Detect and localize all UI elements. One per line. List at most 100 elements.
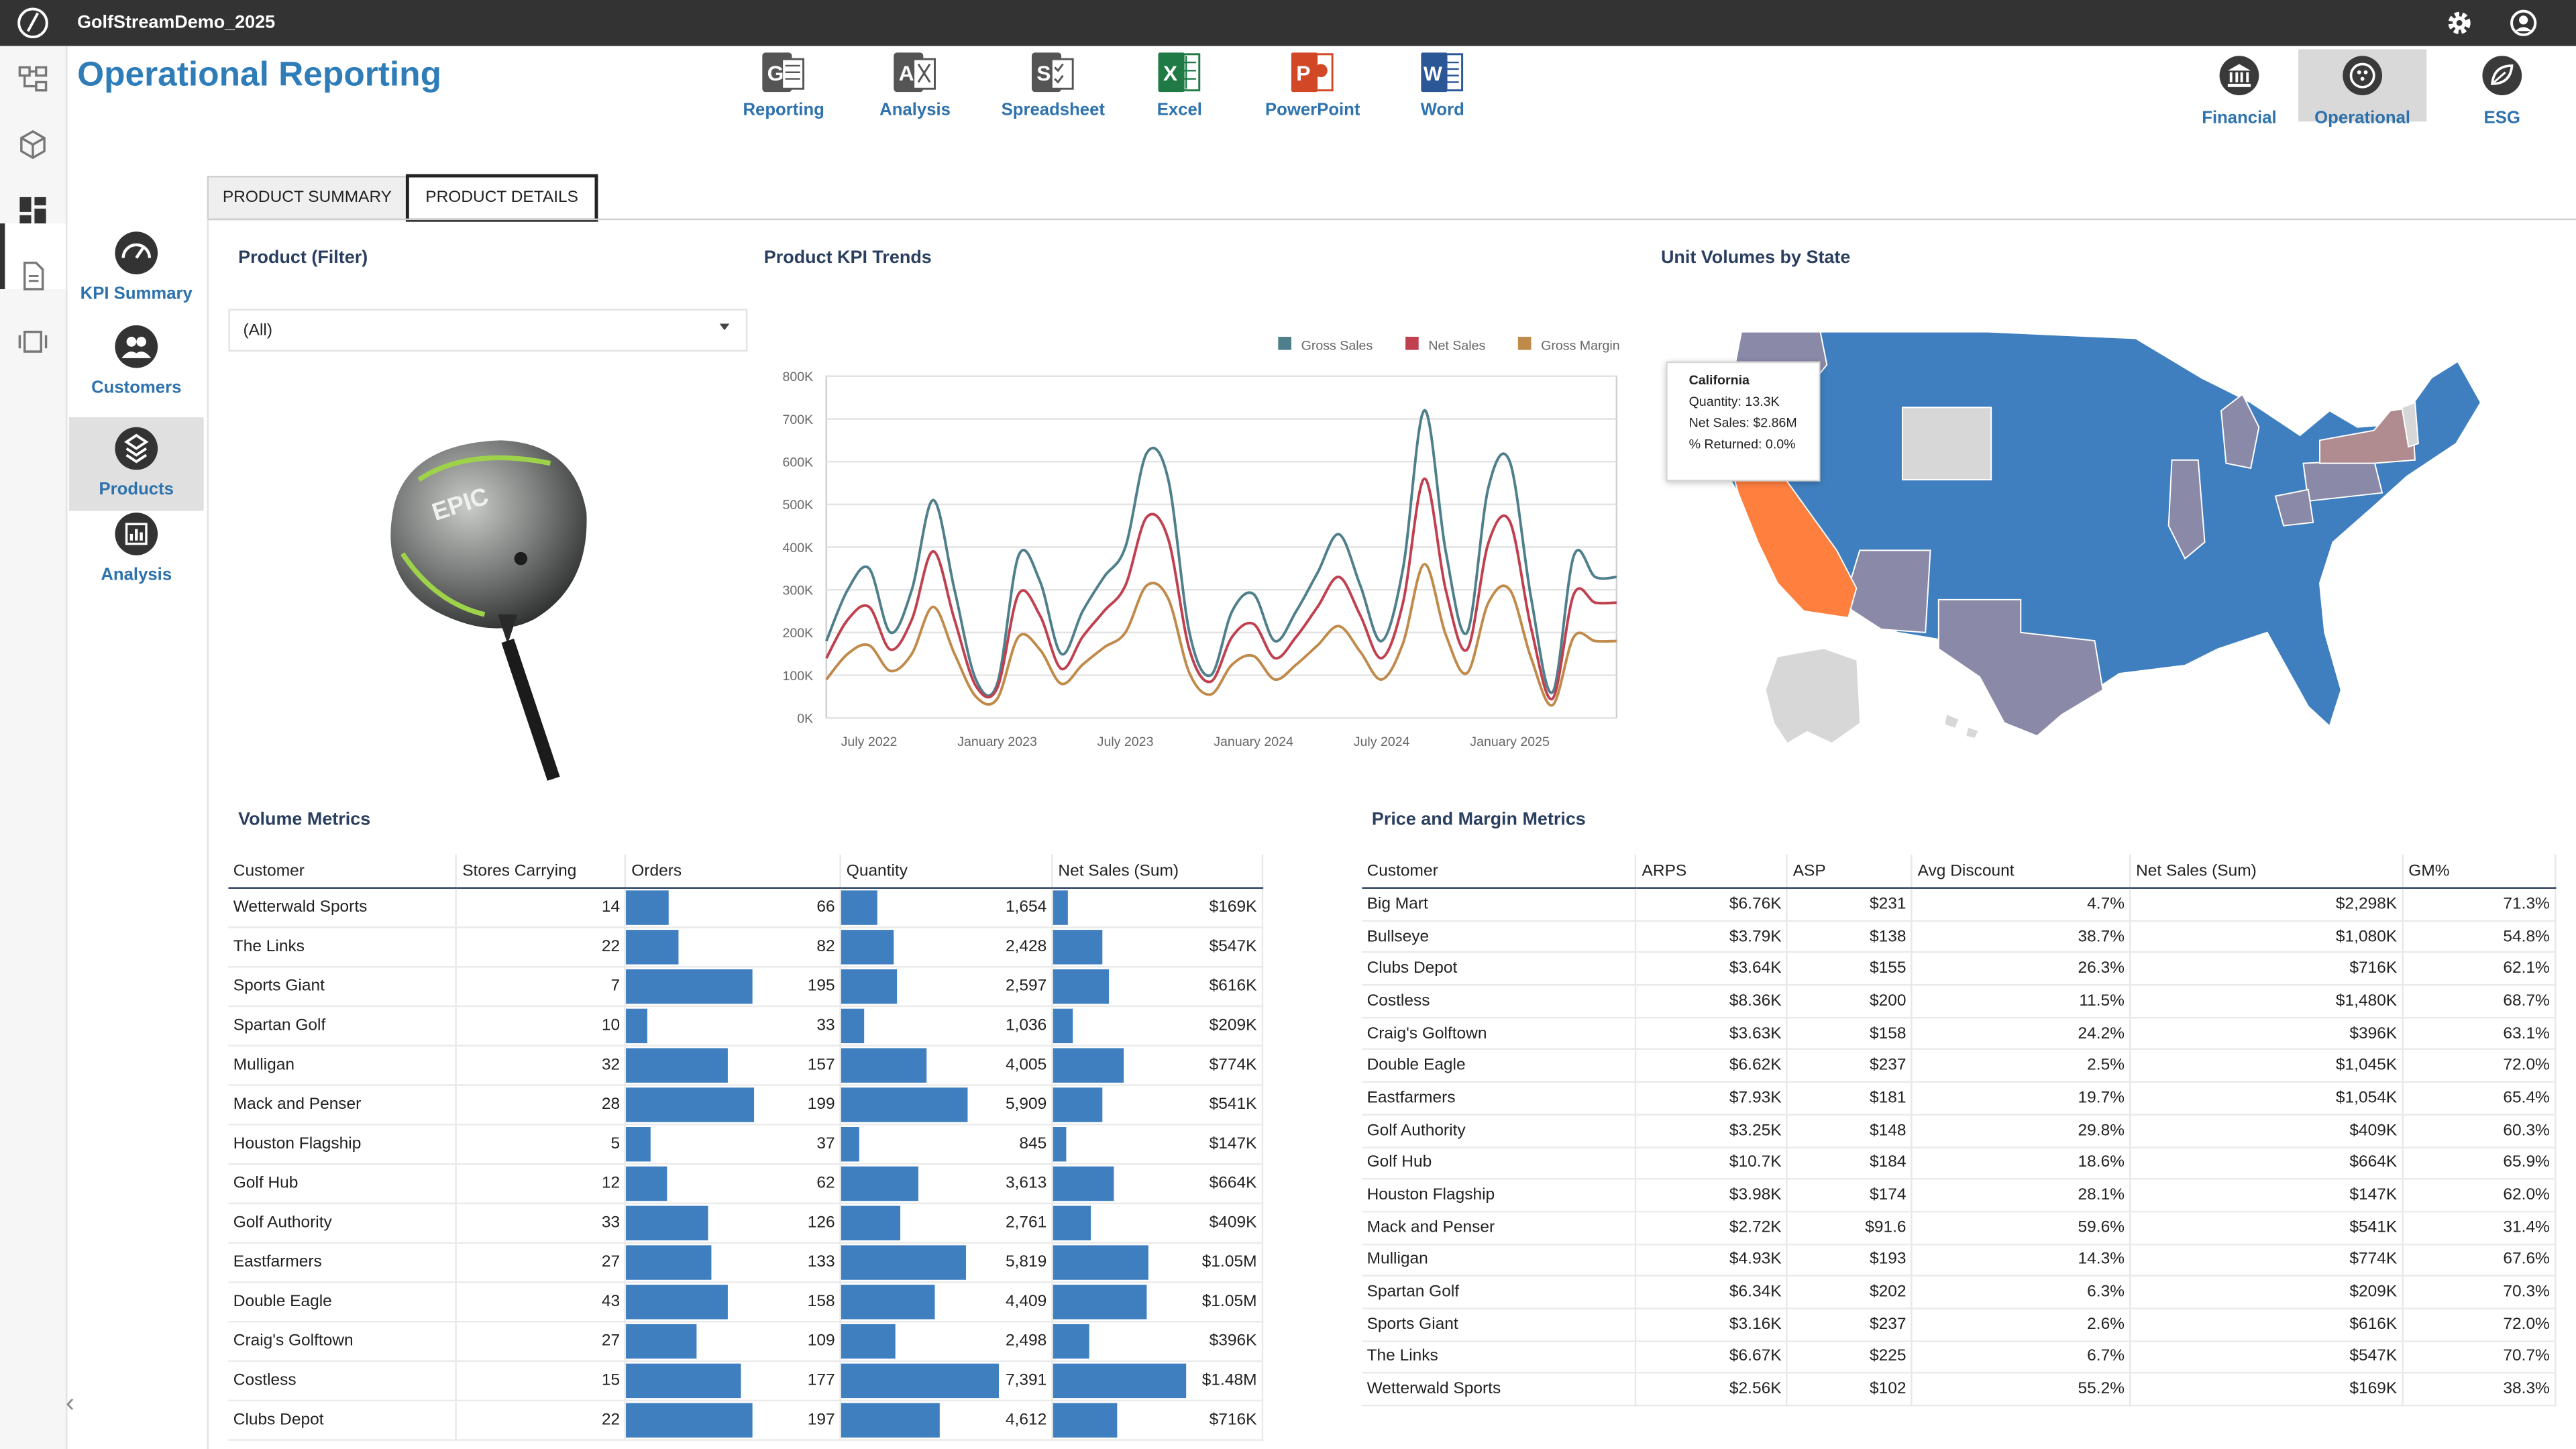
- cell-gm-pct: 62.0%: [2402, 1179, 2557, 1213]
- table-row[interactable]: Spartan Golf $6.34K $202 6.3% $209K 70.3%: [1362, 1276, 2557, 1309]
- table-row[interactable]: Eastfarmers $7.93K $181 19.7% $1,054K 65.4%: [1362, 1081, 2557, 1116]
- state-arizona[interactable]: [1842, 549, 1931, 633]
- net-sales-bar: [1053, 1285, 1148, 1320]
- quantity-bar: [841, 1403, 940, 1438]
- export-word-button[interactable]: W Word: [1385, 49, 1500, 123]
- table-row[interactable]: Craig's Golftown 27 109 2,498 $396K: [228, 1322, 1264, 1362]
- settings-gear-icon[interactable]: [2445, 8, 2474, 38]
- cell-asp: $237: [1787, 1308, 1913, 1342]
- kpi-trend-chart[interactable]: 0K 100K 200K 300K 400K 500K 600K 700K 800K July 2…: [756, 321, 1627, 764]
- nav-products[interactable]: Products: [68, 417, 204, 511]
- table-row[interactable]: Golf Hub $10.7K $184 18.6% $664K 65.9%: [1362, 1146, 2557, 1180]
- state-michigan[interactable]: [2220, 393, 2260, 470]
- quantity-bar: [841, 1245, 966, 1280]
- document-icon[interactable]: [16, 260, 49, 292]
- table-row[interactable]: Bullseye $3.79K $138 38.7% $1,080K 54.8%: [1362, 920, 2557, 954]
- table-row[interactable]: The Links $6.67K $225 6.7% $547K 70.7%: [1362, 1340, 2557, 1375]
- table-row[interactable]: Clubs Depot $3.64K $155 26.3% $716K 62.1%: [1362, 953, 2557, 986]
- state-illinois[interactable]: [2167, 459, 2206, 560]
- table-row[interactable]: Clubs Depot 22 197 4,612 $716K: [228, 1400, 1264, 1441]
- cell-asp: $91.6: [1787, 1211, 1913, 1245]
- nav-operational-button[interactable]: Operational: [2298, 49, 2427, 128]
- nav-kpi-summary[interactable]: KPI Summary: [69, 230, 204, 324]
- state-alaska[interactable]: [1766, 649, 1860, 743]
- table-row[interactable]: Golf Authority 33 126 2,761 $409K: [228, 1203, 1264, 1244]
- table-row[interactable]: Costless 15 177 7,391 $1.48M: [228, 1360, 1264, 1401]
- cell-quantity: 2,597: [841, 967, 1054, 1008]
- export-excel-button[interactable]: X Excel: [1122, 49, 1237, 123]
- nav-analysis[interactable]: Analysis: [69, 511, 204, 605]
- nav-esg-label: ESG: [2483, 108, 2520, 129]
- table-row[interactable]: Wetterwald Sports 14 66 1,654 $169K: [228, 888, 1264, 928]
- cell-orders: 82: [625, 927, 842, 968]
- nav-financial-button[interactable]: Financial: [2175, 49, 2303, 128]
- state-texas[interactable]: [1937, 598, 2104, 737]
- nav-esg-button[interactable]: ESG: [2438, 49, 2566, 128]
- table-row[interactable]: Costless $8.36K $200 11.5% $1,480K 68.7%: [1362, 985, 2557, 1018]
- table-row[interactable]: Houston Flagship 5 37 845 $147K: [228, 1124, 1264, 1165]
- table-row[interactable]: Wetterwald Sports $2.56K $102 55.2% $169K 38.…: [1362, 1373, 2557, 1407]
- cell-customer: Golf Hub: [228, 1164, 458, 1205]
- left-rail: [0, 46, 68, 1449]
- col-asp[interactable]: ASP: [1787, 854, 1913, 889]
- col-stores-carrying[interactable]: Stores Carrying: [456, 854, 627, 889]
- nav-customers[interactable]: Customers: [69, 323, 204, 417]
- price-metrics-table: Customer ARPS ASP Avg Discount Net Sales…: [1362, 854, 2557, 1407]
- carousel-icon[interactable]: [16, 325, 49, 358]
- us-state-map[interactable]: [1709, 312, 2498, 755]
- orders-bar: [626, 1403, 753, 1438]
- table-row[interactable]: Mack and Penser $2.72K $91.6 59.6% $541K 31.4…: [1362, 1211, 2557, 1245]
- table-row[interactable]: Sports Giant $3.16K $237 2.6% $616K 72.0%: [1362, 1308, 2557, 1342]
- cube-icon[interactable]: [16, 128, 49, 161]
- reporting-icon: G: [762, 52, 805, 93]
- table-row[interactable]: Mack and Penser 28 199 5,909 $541K: [228, 1085, 1264, 1126]
- top-bar: GolfStreamDemo_2025: [0, 0, 2576, 46]
- state-hawaii[interactable]: [1945, 714, 1978, 738]
- cell-stores: 27: [456, 1242, 627, 1283]
- table-row[interactable]: Mulligan 32 157 4,005 $774K: [228, 1045, 1264, 1086]
- export-analysis-button[interactable]: A Analysis: [857, 49, 972, 123]
- cell-avg-discount: 19.7%: [1912, 1081, 2131, 1116]
- table-row[interactable]: Golf Authority $3.25K $148 29.8% $409K 60.3%: [1362, 1114, 2557, 1148]
- table-row[interactable]: Spartan Golf 10 33 1,036 $209K: [228, 1006, 1264, 1047]
- table-row[interactable]: Double Eagle $6.62K $237 2.5% $1,045K 72.0%: [1362, 1049, 2557, 1083]
- quantity-value: 3,613: [1005, 1175, 1047, 1193]
- hierarchy-icon[interactable]: [16, 62, 49, 95]
- col-quantity[interactable]: Quantity: [841, 854, 1054, 889]
- table-row[interactable]: Eastfarmers 27 133 5,819 $1.05M: [228, 1242, 1264, 1283]
- cell-arps: $3.98K: [1635, 1179, 1788, 1213]
- export-spreadsheet-button[interactable]: S Spreadsheet: [996, 49, 1110, 123]
- tab-product-details[interactable]: PRODUCT DETAILS: [405, 174, 598, 222]
- col-orders[interactable]: Orders: [625, 854, 842, 889]
- col-avg-discount[interactable]: Avg Discount: [1912, 854, 2131, 889]
- state-west-virginia[interactable]: [2274, 488, 2314, 527]
- table-row[interactable]: Big Mart $6.76K $231 4.7% $2,298K 71.3%: [1362, 888, 2557, 922]
- product-filter-dropdown[interactable]: (All): [228, 309, 748, 352]
- dashboard-icon[interactable]: [16, 194, 49, 227]
- cell-customer: Clubs Depot: [228, 1400, 458, 1441]
- cell-gm-pct: 63.1%: [2402, 1017, 2557, 1051]
- table-row[interactable]: The Links 22 82 2,428 $547K: [228, 927, 1264, 968]
- table-row[interactable]: Double Eagle 43 158 4,409 $1.05M: [228, 1282, 1264, 1323]
- state-vermont[interactable]: [2401, 401, 2419, 448]
- tab-product-summary[interactable]: PRODUCT SUMMARY: [207, 176, 408, 221]
- table-row[interactable]: Mulligan $4.93K $193 14.3% $774K 67.6%: [1362, 1244, 2557, 1277]
- col-customer[interactable]: Customer: [228, 854, 458, 889]
- export-reporting-button[interactable]: G Reporting: [726, 49, 841, 123]
- table-row[interactable]: Houston Flagship $3.98K $174 28.1% $147K 62.0…: [1362, 1179, 2557, 1213]
- state-wyoming[interactable]: [1901, 407, 1992, 481]
- user-account-icon[interactable]: [2509, 8, 2538, 38]
- collapse-chevron-icon[interactable]: ‹: [65, 1389, 75, 1418]
- table-row[interactable]: Craig's Golftown $3.63K $158 24.2% $396K 63.1…: [1362, 1017, 2557, 1051]
- col-arps[interactable]: ARPS: [1635, 854, 1788, 889]
- export-powerpoint-button[interactable]: P PowerPoint: [1255, 49, 1370, 123]
- series-line-gross-margin: [825, 563, 1617, 707]
- col-customer[interactable]: Customer: [1362, 854, 1638, 889]
- table-row[interactable]: Golf Hub 12 62 3,613 $664K: [228, 1164, 1264, 1205]
- col-net-sales[interactable]: Net Sales (Sum): [2130, 854, 2404, 889]
- col-gm-pct[interactable]: GM%: [2402, 854, 2557, 889]
- quantity-value: 1,654: [1005, 898, 1047, 917]
- app-logo-icon[interactable]: [16, 7, 49, 40]
- table-row[interactable]: Sports Giant 7 195 2,597 $616K: [228, 967, 1264, 1008]
- col-net-sales[interactable]: Net Sales (Sum): [1052, 854, 1264, 889]
